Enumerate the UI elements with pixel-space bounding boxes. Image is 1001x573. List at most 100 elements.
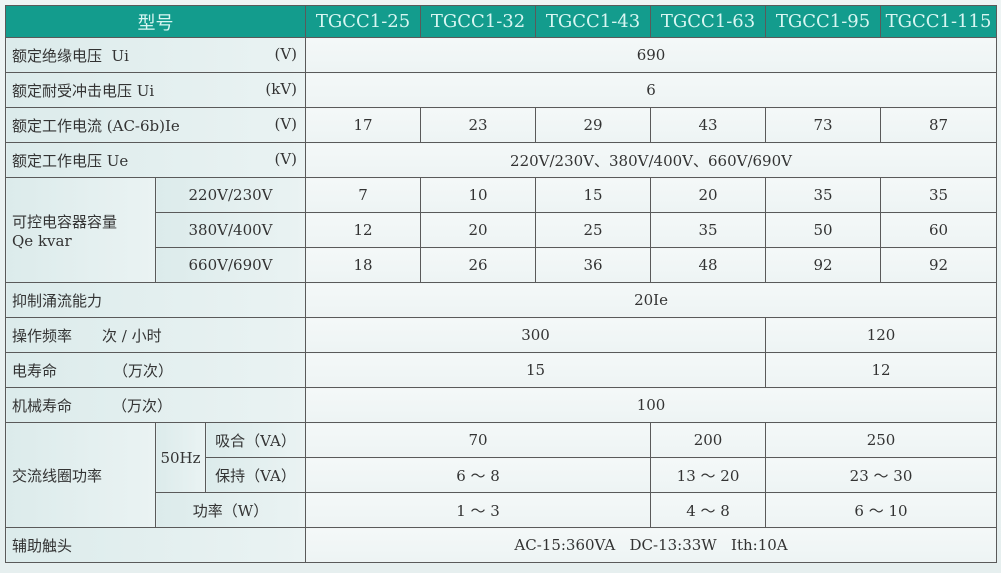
table-row: 功率（W） 1 ～ 3 4 ～ 8 6 ～ 10	[6, 492, 998, 528]
spec-table: 型号 TGCC1-25 TGCC1-32 TGCC1-43 TGCC1-63 T…	[4, 5, 998, 563]
unit: 次 / 小时	[102, 326, 162, 345]
row-label: 额定工作电压 Ue (V)	[4, 142, 307, 178]
unit: (kV)	[265, 79, 298, 98]
table-row: 保持（VA） 6 ～ 8 13 ～ 20 23 ～ 30	[6, 457, 998, 493]
cell: 26	[420, 247, 537, 283]
label-text: 机械寿命	[12, 396, 73, 415]
cell: 300	[305, 317, 767, 353]
table-row: 额定耐受冲击电压 Ui (kV) 6	[4, 72, 998, 108]
cell: 23	[420, 107, 537, 143]
cell: 48	[650, 247, 767, 283]
label-text: 额定工作电流 (AC-6b)Ie	[12, 116, 180, 135]
cell: 70	[305, 422, 652, 458]
sub-label: 660V/690V	[154, 247, 307, 283]
row-label: 机械寿命 （万次）	[4, 387, 307, 423]
sub-label: 吸合（VA）	[204, 422, 307, 458]
model-col: TGCC1-25	[305, 5, 422, 38]
table-row: 可控电容器容量 Qe kvar 220V/230V 7 10 15 20 35 3…	[5, 177, 998, 283]
row-label: 额定绝缘电压 Ui (V)	[4, 37, 307, 73]
label-text: 操作频率	[12, 326, 73, 345]
cell: 250	[765, 422, 998, 458]
sub-label: 380V/400V	[154, 212, 307, 248]
cell: 23 ～ 30	[765, 457, 998, 493]
cell: 7	[305, 177, 422, 213]
table-row: 机械寿命 （万次） 100	[4, 387, 998, 423]
table-row: 额定工作电流 (AC-6b)Ie (V) 17 23 29 43 73 87	[4, 107, 998, 143]
cell: 13 ～ 20	[650, 457, 767, 493]
cell: 35	[765, 177, 882, 213]
cell: 200	[650, 422, 767, 458]
row-label: 抑制涌流能力	[4, 282, 307, 318]
unit: （万次）	[113, 361, 174, 380]
cell: 20	[420, 212, 537, 248]
row-label: 额定耐受冲击电压 Ui (kV)	[4, 72, 307, 108]
cell: 50	[765, 212, 882, 248]
label-text: 额定工作电压 Ue	[12, 151, 129, 170]
unit: (V)	[274, 114, 298, 133]
cell: 92	[765, 247, 882, 283]
table-row: 辅助触头 AC-15:360VA DC-13:33W Ith:10A	[4, 527, 998, 563]
row-label: 操作频率 次 / 小时	[4, 317, 307, 353]
label-text: 可控电容器容量	[12, 212, 118, 231]
label-text: 额定绝缘电压 Ui	[12, 46, 129, 65]
cell: 29	[535, 107, 652, 143]
cell: 87	[880, 107, 998, 143]
row-label: 额定工作电流 (AC-6b)Ie (V)	[4, 107, 307, 143]
cell: 12	[305, 212, 422, 248]
sub-label: 功率（W）	[154, 492, 307, 528]
table-row: 操作频率 次 / 小时 300 120	[4, 317, 998, 353]
sub-label: 220V/230V	[154, 177, 307, 213]
row-label: 电寿命 （万次）	[4, 352, 307, 388]
cell: 92	[880, 247, 998, 283]
cell: 15	[535, 177, 652, 213]
table-row: 额定绝缘电压 Ui (V) 690	[4, 37, 998, 73]
table-row: 交流线圈功率 50Hz 吸合（VA） 70 200 250	[5, 422, 998, 528]
table-row: 额定工作电压 Ue (V) 220V/230V、380V/400V、660V/69…	[4, 142, 998, 178]
cell: 20	[650, 177, 767, 213]
cell: 17	[305, 107, 422, 143]
cell: 6 ～ 8	[305, 457, 652, 493]
model-col: TGCC1-63	[650, 5, 767, 38]
cell: 10	[420, 177, 537, 213]
cell: 220V/230V、380V/400V、660V/690V	[305, 142, 998, 178]
cell: 1 ～ 3	[305, 492, 652, 528]
cell: 20Ie	[305, 282, 998, 318]
table-row: 抑制涌流能力 20Ie	[4, 282, 998, 318]
model-col: TGCC1-43	[535, 5, 652, 38]
cell: 43	[650, 107, 767, 143]
cell: 120	[765, 317, 998, 353]
model-col: TGCC1-95	[765, 5, 882, 38]
model-header: 型号	[4, 5, 307, 38]
freq-label: 50Hz	[155, 422, 206, 493]
cell: 6 ～ 10	[765, 492, 998, 528]
cell: 60	[880, 212, 998, 248]
cell: 100	[305, 387, 998, 423]
row-label: 交流线圈功率	[5, 422, 156, 528]
header-row: 型号 TGCC1-25 TGCC1-32 TGCC1-43 TGCC1-63 T…	[4, 5, 998, 38]
model-col: TGCC1-115	[880, 5, 998, 38]
unit: (V)	[274, 149, 298, 168]
sub-label: 保持（VA）	[204, 457, 307, 493]
cell: 12	[765, 352, 998, 388]
unit: （万次）	[112, 396, 173, 415]
cell: 4 ～ 8	[650, 492, 767, 528]
label-text: 电寿命	[12, 361, 58, 380]
cell: 690	[305, 37, 998, 73]
cell: 36	[535, 247, 652, 283]
cell: 15	[305, 352, 767, 388]
table-row: 电寿命 （万次） 15 12	[4, 352, 998, 388]
cell: 35	[650, 212, 767, 248]
table-row: 380V/400V 12 20 25 35 50 60	[6, 212, 998, 248]
cell: 73	[765, 107, 882, 143]
row-label: 可控电容器容量 Qe kvar	[5, 177, 156, 283]
label-text: 额定耐受冲击电压 Ui	[12, 81, 155, 100]
row-label: 辅助触头	[4, 527, 307, 563]
label-text: Qe kvar	[12, 231, 72, 250]
cell: 35	[880, 177, 998, 213]
cell: 6	[305, 72, 998, 108]
unit: (V)	[274, 44, 298, 63]
cell: 18	[305, 247, 422, 283]
cell: 25	[535, 212, 652, 248]
table-row: 660V/690V 18 26 36 48 92 92	[6, 247, 998, 283]
cell: AC-15:360VA DC-13:33W Ith:10A	[305, 527, 998, 563]
